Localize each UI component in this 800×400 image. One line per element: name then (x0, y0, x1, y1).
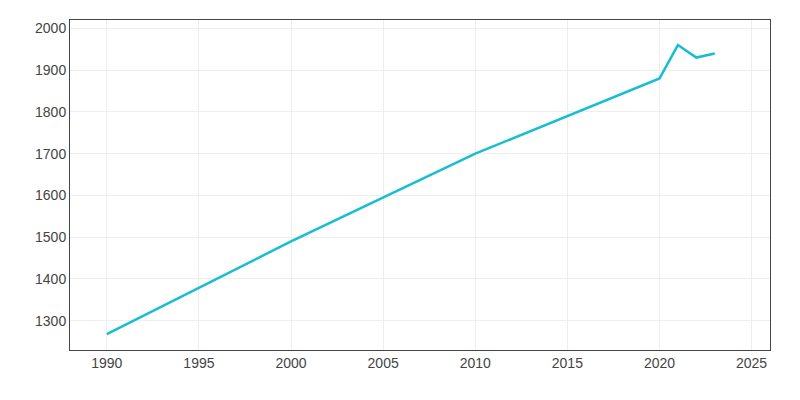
svg-text:2010: 2010 (460, 355, 491, 371)
svg-text:1300: 1300 (35, 313, 66, 329)
svg-text:1600: 1600 (35, 187, 66, 203)
svg-text:1995: 1995 (183, 355, 214, 371)
svg-text:2020: 2020 (644, 355, 675, 371)
svg-text:2005: 2005 (368, 355, 399, 371)
svg-text:2025: 2025 (736, 355, 767, 371)
svg-text:1990: 1990 (91, 355, 122, 371)
svg-text:1400: 1400 (35, 271, 66, 287)
svg-text:1700: 1700 (35, 146, 66, 162)
svg-text:1500: 1500 (35, 229, 66, 245)
svg-text:1800: 1800 (35, 104, 66, 120)
svg-text:2000: 2000 (275, 355, 306, 371)
svg-text:1900: 1900 (35, 62, 66, 78)
svg-text:2000: 2000 (35, 20, 66, 36)
svg-text:2015: 2015 (552, 355, 583, 371)
